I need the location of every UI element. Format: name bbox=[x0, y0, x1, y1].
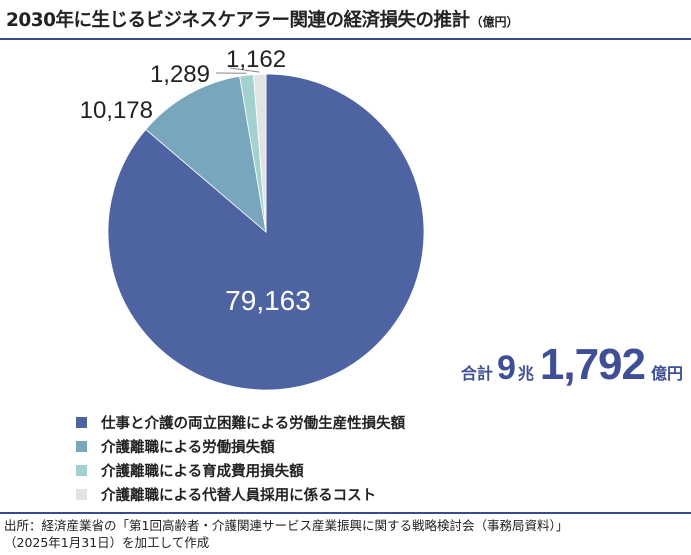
legend-swatch bbox=[76, 416, 87, 428]
legend-item: 介護離職による労働損失額 bbox=[76, 434, 405, 458]
legend-swatch bbox=[76, 464, 87, 476]
pie-chart: 79,163 10,178 1,289 1,162 bbox=[80, 46, 425, 391]
total-oku: 1,792 bbox=[539, 340, 646, 389]
slice-value-label: 1,162 bbox=[226, 46, 286, 73]
legend-label: 介護離職による育成費用損失額 bbox=[101, 463, 304, 480]
total-trillion-unit: 兆 bbox=[517, 364, 534, 383]
legend-label: 介護離職による代替人員採用に係るコスト bbox=[101, 487, 377, 504]
total-prefix: 合計 bbox=[460, 364, 493, 383]
chart-title-unit: （億円） bbox=[470, 15, 519, 29]
legend-item: 仕事と介護の両立困難による労働生産性損失額 bbox=[76, 410, 405, 434]
chart-title: 2030年に生じるビジネスケアラー関連の経済損失の推計 bbox=[6, 10, 470, 31]
total-label: 合計 9 兆 1,792 億円 bbox=[461, 340, 683, 390]
leader-line bbox=[229, 67, 260, 73]
legend-swatch bbox=[76, 488, 87, 500]
legend-label: 仕事と介護の両立困難による労働生産性損失額 bbox=[101, 415, 406, 432]
bottom-rule bbox=[0, 512, 691, 514]
legend-item: 介護離職による育成費用損失額 bbox=[76, 458, 405, 482]
total-trillion: 9 bbox=[496, 349, 516, 387]
legend: 仕事と介護の両立困難による労働生産性損失額 介護離職による労働損失額 介護離職に… bbox=[76, 410, 405, 506]
pie-slice bbox=[145, 75, 267, 234]
chart-title-row: 2030年に生じるビジネスケアラー関連の経済損失の推計 （億円） bbox=[6, 6, 686, 38]
slice-value-label: 1,289 bbox=[150, 61, 210, 88]
top-rule bbox=[0, 38, 691, 40]
pie-slice bbox=[253, 73, 267, 233]
legend-label: 介護離職による労働損失額 bbox=[101, 439, 275, 456]
total-unit: 億円 bbox=[650, 364, 683, 383]
legend-swatch bbox=[76, 440, 87, 452]
source-note: 出所：経済産業省の「第1回高齢者・介護関連サービス産業振興に関する戦略検討会（事… bbox=[4, 517, 568, 551]
slice-value-label: 79,163 bbox=[225, 285, 311, 316]
slice-value-label: 10,178 bbox=[80, 97, 153, 124]
source-line: （2025年1月31日）を加工して作成 bbox=[4, 535, 210, 550]
source-line: 出所：経済産業省の「第1回高齢者・介護関連サービス産業振興に関する戦略検討会（事… bbox=[4, 518, 569, 533]
legend-item: 介護離職による代替人員採用に係るコスト bbox=[76, 482, 405, 506]
